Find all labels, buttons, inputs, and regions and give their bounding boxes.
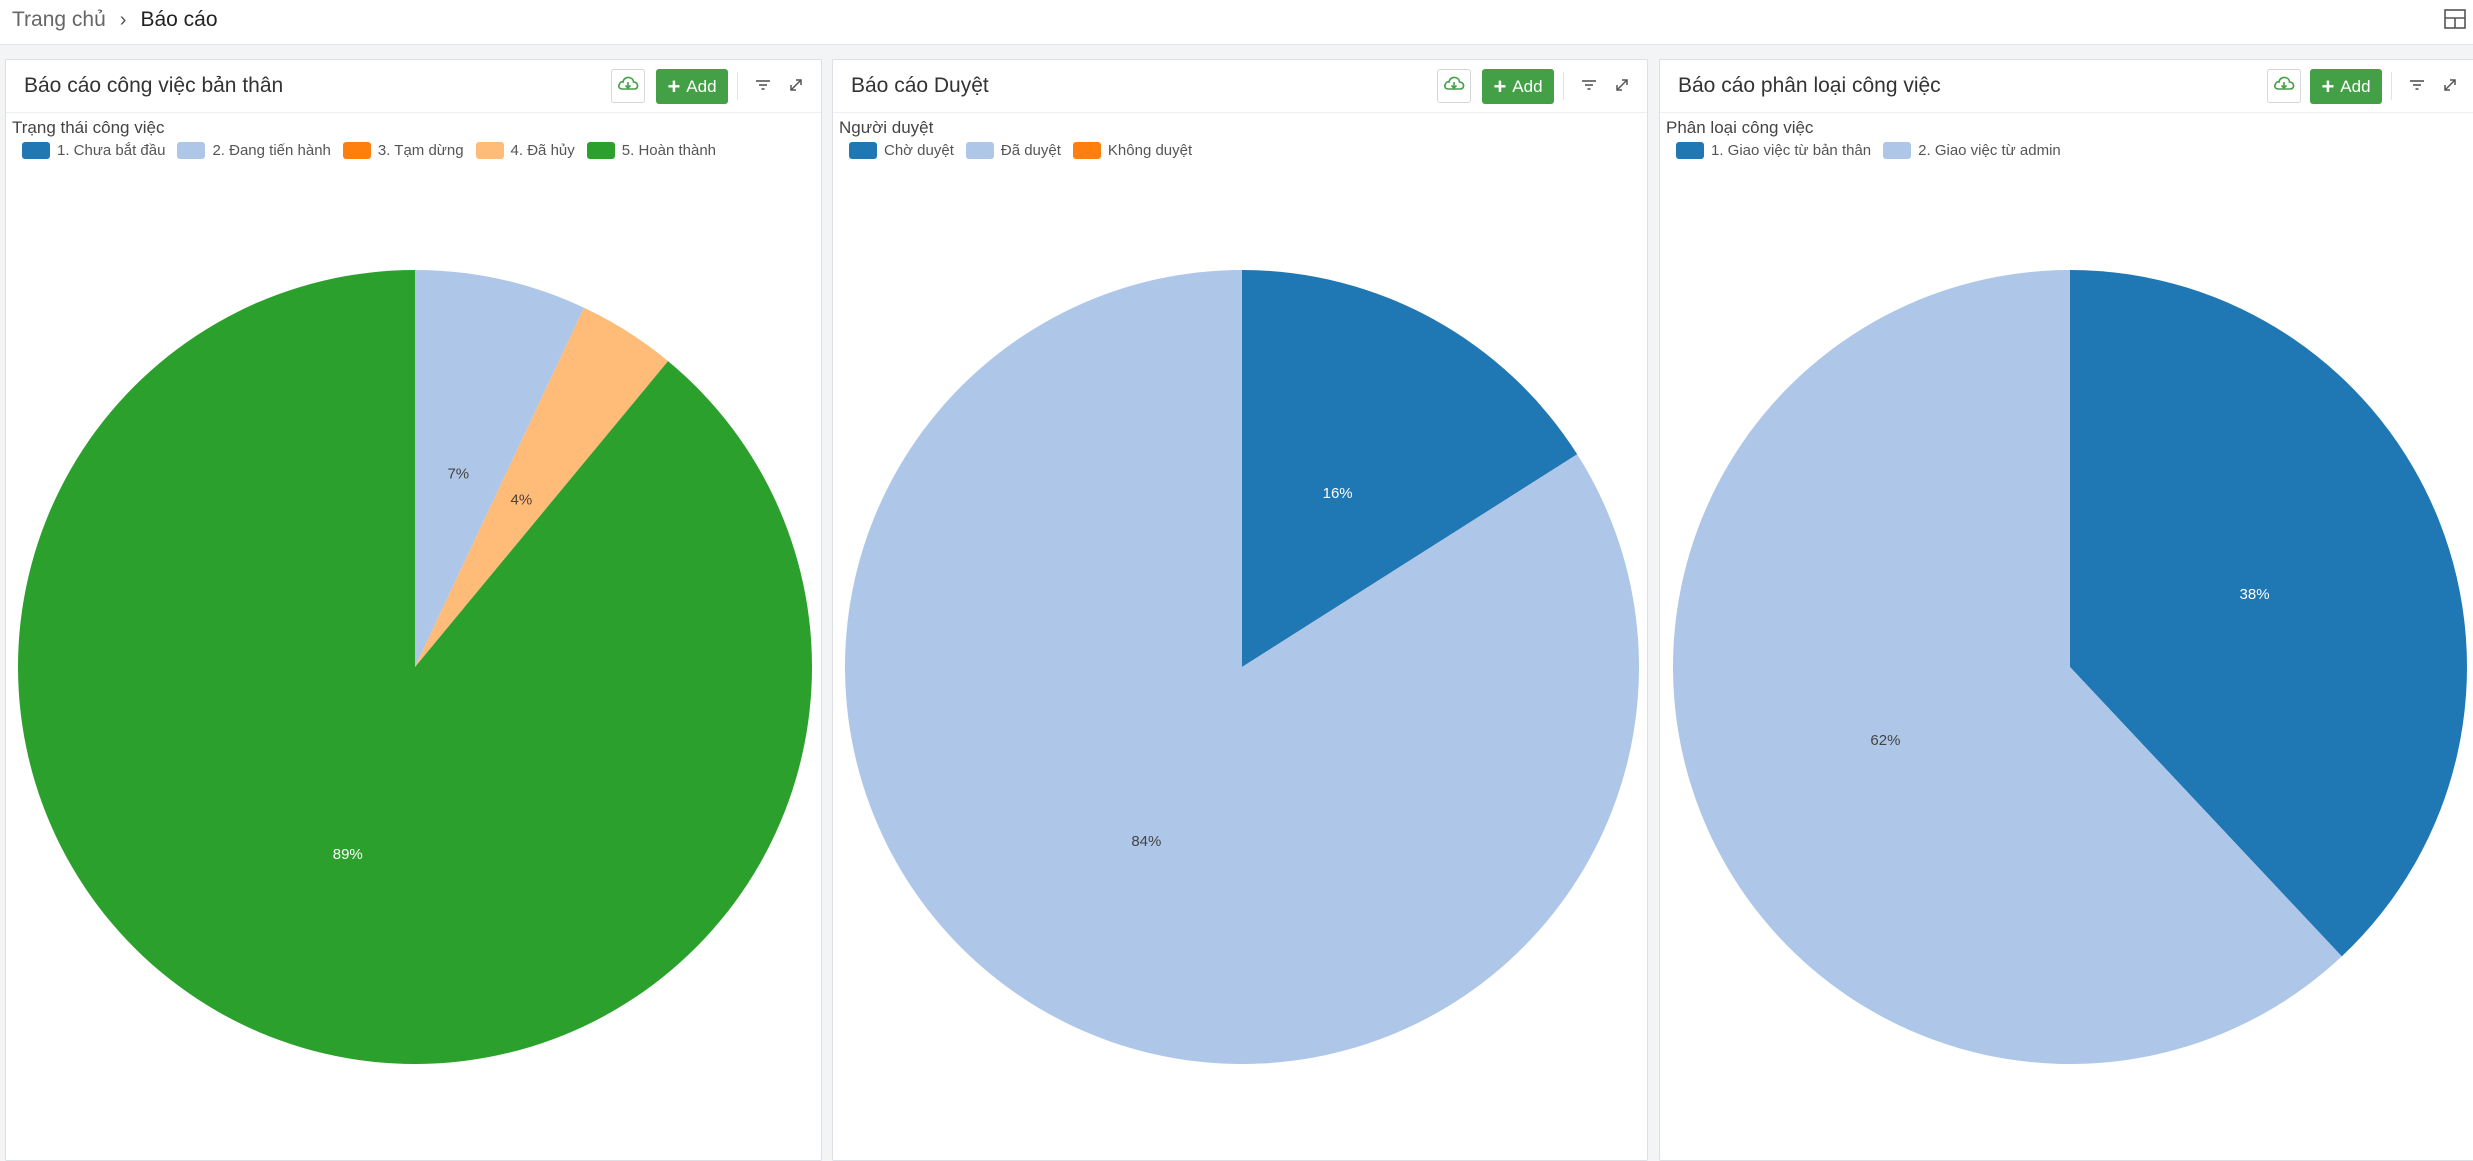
chart-legend: 1. Chưa bắt đầu 2. Đang tiến hành 3. Tạm d… xyxy=(22,142,728,159)
breadcrumb-separator: › xyxy=(119,8,127,31)
report-panel-approval: Báo cáo Duyệt + Add Người duyệt Chờ duyệ… xyxy=(832,59,1648,1161)
expand-icon[interactable] xyxy=(785,74,807,96)
legend-swatch xyxy=(475,142,504,159)
legend-item[interactable]: 1. Giao việc từ bản thân xyxy=(1676,142,1871,159)
pie-chart: 7% 4% 89% xyxy=(17,270,812,1064)
legend-label: 2. Giao việc từ admin xyxy=(1918,142,2061,159)
breadcrumb: Trang chủ › Báo cáo xyxy=(12,6,218,34)
pie-slice[interactable] xyxy=(415,270,585,667)
legend-swatch xyxy=(1676,142,1704,159)
legend-item[interactable]: 2. Đang tiến hành xyxy=(177,142,331,159)
pie-chart: 38% 62% xyxy=(1672,270,2467,1064)
top-bar: Trang chủ › Báo cáo xyxy=(0,0,2473,45)
legend-label: Đã duyệt xyxy=(1000,142,1061,159)
legend-label: 1. Chưa bắt đầu xyxy=(57,142,166,159)
cloud-download-icon xyxy=(1443,75,1465,98)
legend-item[interactable]: 4. Đã hủy xyxy=(475,142,575,159)
download-button[interactable] xyxy=(1437,69,1471,103)
chart-title: Phân loại công việc xyxy=(1666,118,1814,137)
legend-label: 1. Giao việc từ bản thân xyxy=(1711,142,1872,159)
download-button[interactable] xyxy=(2267,69,2301,103)
panel-title: Báo cáo phân loại công việc xyxy=(1678,74,1941,97)
legend-swatch xyxy=(965,142,994,159)
panel-header: Báo cáo phân loại công việc + Add xyxy=(1660,60,2473,113)
pie-slice-label: 89% xyxy=(333,846,363,863)
pie-slice-label: 84% xyxy=(1131,833,1161,850)
legend-label: Chờ duyệt xyxy=(884,142,954,159)
add-button[interactable]: + Add xyxy=(2310,69,2382,104)
pie-slice-label: 38% xyxy=(2240,586,2270,603)
panel-header: Báo cáo Duyệt + Add xyxy=(833,60,1647,113)
pie-slice-label: 62% xyxy=(1870,732,1900,749)
chart-legend: 1. Giao việc từ bản thân 2. Giao việc từ … xyxy=(1676,142,2073,159)
legend-item[interactable]: 5. Hoàn thành xyxy=(586,142,717,159)
legend-swatch xyxy=(22,142,50,159)
layout-grid-icon[interactable] xyxy=(2443,8,2467,30)
add-button[interactable]: + Add xyxy=(656,69,728,104)
pie-slice-label: 4% xyxy=(511,491,533,508)
panel-title: Báo cáo công việc bản thân xyxy=(24,74,284,97)
download-button[interactable] xyxy=(611,69,645,103)
legend-label: 3. Tạm dừng xyxy=(377,142,464,159)
add-button[interactable]: + Add xyxy=(1482,69,1554,104)
breadcrumb-current: Báo cáo xyxy=(140,8,218,31)
filter-icon[interactable] xyxy=(2406,74,2428,96)
legend-item[interactable]: Chờ duyệt xyxy=(849,142,954,159)
legend-swatch xyxy=(177,142,206,159)
legend-item[interactable]: Không duyệt xyxy=(1072,142,1193,159)
pie-slice[interactable] xyxy=(845,270,1639,1064)
expand-icon[interactable] xyxy=(2439,74,2461,96)
legend-swatch xyxy=(342,142,371,159)
legend-label: Không duyệt xyxy=(1107,142,1193,159)
pie-slice-label: 16% xyxy=(1323,485,1353,502)
legend-label: 2. Đang tiến hành xyxy=(212,142,331,159)
filter-icon[interactable] xyxy=(752,74,774,96)
chart-title: Trạng thái công việc xyxy=(12,118,165,137)
chart-legend: Chờ duyệt Đã duyệt Không duyệt xyxy=(849,142,1204,159)
toolbar-divider xyxy=(2391,72,2392,100)
cloud-download-icon xyxy=(2273,75,2295,98)
add-button-label: Add xyxy=(686,76,717,96)
expand-icon[interactable] xyxy=(1611,74,1633,96)
pie-slice[interactable] xyxy=(415,307,669,667)
pie-slice[interactable] xyxy=(1672,270,2342,1064)
legend-swatch xyxy=(1883,142,1912,159)
legend-item[interactable]: Đã duyệt xyxy=(965,142,1061,159)
pie-slice-label: 7% xyxy=(447,465,469,482)
add-button-label: Add xyxy=(1512,76,1543,96)
cloud-download-icon xyxy=(617,75,639,98)
plus-icon: + xyxy=(2321,73,2335,99)
filter-icon[interactable] xyxy=(1578,74,1600,96)
breadcrumb-home-link[interactable]: Trang chủ xyxy=(12,8,106,31)
pie-slice[interactable] xyxy=(1242,270,1578,667)
legend-item[interactable]: 1. Chưa bắt đầu xyxy=(22,142,165,159)
add-button-label: Add xyxy=(2340,76,2371,96)
toolbar-divider xyxy=(1563,72,1564,100)
legend-swatch xyxy=(849,142,877,159)
panel-header: Báo cáo công việc bản thân + Add xyxy=(6,60,821,113)
panel-title: Báo cáo Duyệt xyxy=(851,74,989,97)
legend-label: 4. Đã hủy xyxy=(510,142,575,159)
report-panel-task-category: Báo cáo phân loại công việc + Add Phân l… xyxy=(1659,59,2473,1161)
pie-slice[interactable] xyxy=(2070,270,2467,957)
pie-chart: 16% 84% xyxy=(845,270,1639,1064)
pie-slice[interactable] xyxy=(17,270,812,1064)
plus-icon: + xyxy=(1493,73,1507,99)
legend-swatch xyxy=(586,142,615,159)
plus-icon: + xyxy=(667,73,681,99)
legend-item[interactable]: 3. Tạm dừng xyxy=(342,142,464,159)
legend-swatch xyxy=(1072,142,1101,159)
toolbar-divider xyxy=(737,72,738,100)
report-panel-self-tasks: Báo cáo công việc bản thân + Add Trạng t… xyxy=(5,59,822,1161)
legend-item[interactable]: 2. Giao việc từ admin xyxy=(1883,142,2061,159)
legend-label: 5. Hoàn thành xyxy=(621,142,717,159)
chart-title: Người duyệt xyxy=(839,118,934,137)
